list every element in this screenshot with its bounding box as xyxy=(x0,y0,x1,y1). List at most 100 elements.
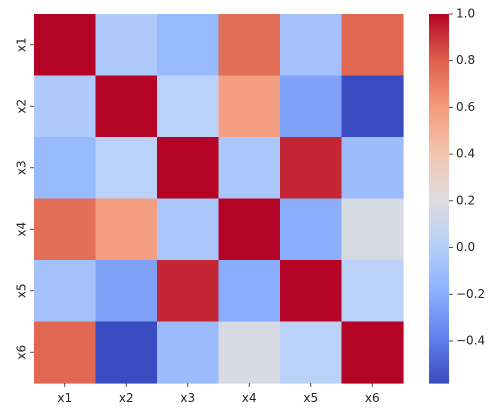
colorbar-segment xyxy=(429,353,449,356)
colorbar-segment xyxy=(429,376,449,379)
colorbar-segment xyxy=(429,122,449,126)
colorbar-tick-label: 1.0 xyxy=(456,7,475,21)
colorbar-segment xyxy=(429,281,449,285)
colorbar-segment xyxy=(429,14,449,17)
colorbar-segment xyxy=(429,57,449,61)
colorbar-segment xyxy=(429,145,449,149)
colorbar-segment xyxy=(429,362,449,366)
colorbar-segment xyxy=(429,108,449,112)
colorbar-segment xyxy=(429,242,449,246)
colorbar-segment xyxy=(429,318,449,322)
colorbar-segment xyxy=(429,50,449,54)
colorbar-segment xyxy=(429,240,449,243)
colorbar-segment xyxy=(429,339,449,343)
colorbar-segment xyxy=(429,237,449,241)
colorbar-segment xyxy=(429,246,449,250)
colorbar-segment xyxy=(429,64,449,68)
heatmap-cell-x3-x1 xyxy=(34,137,97,200)
colorbar-segment xyxy=(429,97,449,100)
colorbar-segment xyxy=(429,214,449,218)
colorbar-segment xyxy=(429,357,449,361)
colorbar-segment xyxy=(429,43,449,47)
heatmap-cell-x4-x3 xyxy=(157,198,220,261)
colorbar-segment xyxy=(429,115,449,119)
colorbar-segment xyxy=(429,73,449,77)
colorbar-segment xyxy=(429,272,449,276)
colorbar-segment xyxy=(429,168,449,172)
x-tick-label: x4 xyxy=(242,391,257,405)
colorbar-segment xyxy=(429,341,449,345)
heatmap-cell-x2-x3 xyxy=(157,75,220,138)
colorbar-tick-label: 0.2 xyxy=(456,193,475,207)
colorbar-segment xyxy=(429,295,449,299)
y-tick-label: x2 xyxy=(15,99,29,114)
colorbar-segment xyxy=(429,267,449,271)
colorbar-segment xyxy=(429,283,449,287)
heatmap-cell-x6-x6 xyxy=(341,321,404,384)
colorbar-segment xyxy=(429,163,449,167)
colorbar-segment xyxy=(429,90,449,94)
colorbar-segment xyxy=(429,46,449,50)
heatmap-cell-x1-x2 xyxy=(95,14,158,77)
colorbar-segment xyxy=(429,170,449,174)
colorbar-segment xyxy=(429,20,449,24)
x-tick-label: x3 xyxy=(180,391,195,405)
colorbar-segment xyxy=(429,34,449,38)
colorbar-segment xyxy=(429,373,449,377)
colorbar-segment xyxy=(429,53,449,57)
heatmap-cell-x1-x3 xyxy=(157,14,220,77)
colorbar-segment xyxy=(429,276,449,280)
colorbar-segment xyxy=(429,286,449,290)
colorbar-segment xyxy=(429,117,449,121)
colorbar-segment xyxy=(429,306,449,310)
colorbar-segment xyxy=(429,346,449,350)
colorbar-segment xyxy=(429,186,449,190)
y-tick-label: x4 xyxy=(15,222,29,237)
heatmap-cell-x4-x5 xyxy=(280,198,343,261)
heatmap-cell-x2-x1 xyxy=(34,75,97,138)
heatmap-cell-x4-x2 xyxy=(95,198,158,261)
heatmap-cell-x6-x4 xyxy=(218,321,281,384)
colorbar-segment xyxy=(429,83,449,87)
heatmap-cell-x2-x2 xyxy=(95,75,158,138)
colorbar-segment xyxy=(429,228,449,232)
colorbar-segment xyxy=(429,55,449,59)
colorbar-segment xyxy=(429,200,449,204)
colorbar-segment xyxy=(429,175,449,179)
colorbar-segment xyxy=(429,223,449,227)
colorbar-segment xyxy=(429,85,449,89)
colorbar-segment xyxy=(429,184,449,188)
colorbar-segment xyxy=(429,140,449,144)
colorbar-segment xyxy=(429,265,449,269)
colorbar-segment xyxy=(429,235,449,239)
colorbar-segment xyxy=(429,131,449,135)
colorbar-segment xyxy=(429,99,449,103)
colorbar-segment xyxy=(429,350,449,354)
colorbar-segment xyxy=(429,161,449,165)
colorbar-segment xyxy=(429,152,449,156)
colorbar-segment xyxy=(429,16,449,20)
colorbar-segment xyxy=(429,336,449,340)
colorbar-segment xyxy=(429,106,449,110)
colorbar-segment xyxy=(429,297,449,301)
colorbar-segment xyxy=(429,78,449,82)
colorbar-segment xyxy=(429,221,449,225)
heatmap-cell-x2-x4 xyxy=(218,75,281,138)
colorbar-segment xyxy=(429,92,449,96)
colorbar-segment xyxy=(429,159,449,163)
colorbar-segment xyxy=(429,311,449,315)
x-axis-ticks: x1 x2 x3 x4 x5 x6 xyxy=(57,383,380,405)
heatmap-cell-x6-x5 xyxy=(280,321,343,384)
colorbar-segment xyxy=(429,205,449,209)
colorbar-segment xyxy=(429,329,449,333)
colorbar-segment xyxy=(429,258,449,262)
y-tick-label: x6 xyxy=(15,345,29,360)
y-tick-label: x3 xyxy=(15,160,29,175)
colorbar-segment xyxy=(429,251,449,255)
heatmap-cell-x4-x6 xyxy=(341,198,404,261)
colorbar-segment xyxy=(429,23,449,27)
heatmap-cell-x5-x6 xyxy=(341,260,404,323)
colorbar-segment xyxy=(429,120,449,123)
colorbar-segment xyxy=(429,87,449,91)
